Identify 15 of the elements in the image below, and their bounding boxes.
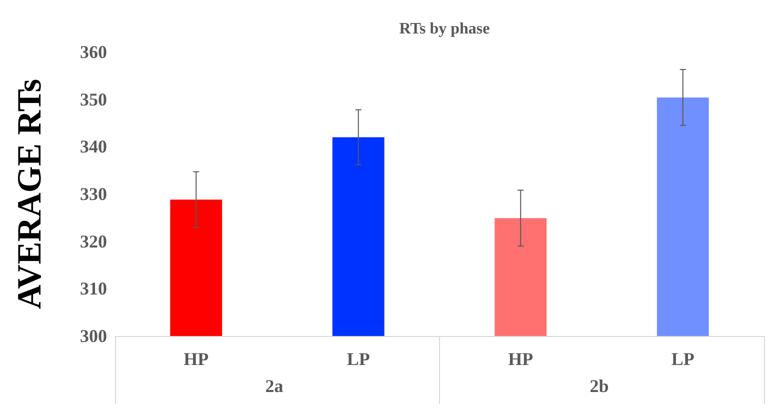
y-tick-label: 300 (80, 326, 107, 346)
y-tick-label: 360 (80, 42, 107, 62)
x-tick-label: LP (346, 349, 370, 369)
text: 2b (590, 376, 609, 396)
y-tick-label: 310 (80, 278, 107, 299)
y-tick-label: 350 (80, 89, 107, 110)
x-tick-label: HP (508, 349, 534, 369)
y-tick-label: 330 (80, 184, 107, 204)
chart-title: RTs by phase (399, 20, 490, 38)
x-tick-label: LP (671, 349, 694, 369)
text: 2a (265, 376, 284, 396)
y-axis-title: AVERAGE RTs (12, 78, 48, 310)
x-tick-label: HP (184, 349, 209, 369)
y-tick-label: 340 (80, 136, 107, 157)
y-tick-label: 320 (80, 231, 107, 252)
